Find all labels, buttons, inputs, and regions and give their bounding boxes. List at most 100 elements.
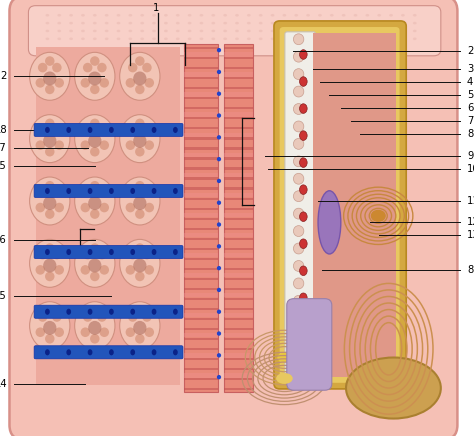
Ellipse shape — [81, 14, 85, 17]
Ellipse shape — [293, 226, 304, 236]
Ellipse shape — [142, 250, 152, 259]
Ellipse shape — [152, 37, 156, 40]
Ellipse shape — [130, 188, 135, 194]
Ellipse shape — [211, 37, 215, 40]
Ellipse shape — [294, 22, 298, 24]
Ellipse shape — [90, 56, 100, 66]
Ellipse shape — [140, 14, 144, 17]
Ellipse shape — [90, 209, 100, 219]
Ellipse shape — [135, 334, 145, 344]
Bar — [184, 213, 218, 217]
Bar — [184, 368, 218, 370]
Ellipse shape — [377, 22, 381, 24]
Ellipse shape — [75, 239, 115, 287]
Bar — [224, 77, 253, 79]
Ellipse shape — [57, 37, 61, 40]
Bar — [184, 57, 218, 59]
Ellipse shape — [217, 157, 221, 161]
Ellipse shape — [300, 77, 307, 86]
Ellipse shape — [88, 259, 101, 272]
Ellipse shape — [45, 272, 55, 281]
Ellipse shape — [293, 68, 304, 79]
Bar — [184, 278, 218, 280]
Ellipse shape — [259, 14, 263, 17]
Ellipse shape — [365, 37, 369, 40]
Ellipse shape — [109, 309, 114, 315]
Ellipse shape — [43, 134, 56, 148]
Ellipse shape — [211, 30, 215, 32]
Ellipse shape — [200, 37, 203, 40]
Ellipse shape — [100, 78, 109, 88]
Ellipse shape — [97, 125, 107, 135]
Text: 8: 8 — [467, 266, 473, 275]
Ellipse shape — [97, 187, 107, 197]
Ellipse shape — [90, 119, 100, 128]
Ellipse shape — [188, 22, 191, 24]
Ellipse shape — [135, 243, 145, 253]
Ellipse shape — [164, 14, 168, 17]
Ellipse shape — [140, 22, 144, 24]
Ellipse shape — [293, 243, 304, 254]
Ellipse shape — [133, 321, 146, 335]
Text: 18: 18 — [0, 125, 7, 135]
Ellipse shape — [88, 321, 101, 335]
Ellipse shape — [217, 244, 221, 249]
Ellipse shape — [119, 52, 160, 100]
Ellipse shape — [142, 125, 152, 135]
Ellipse shape — [130, 349, 135, 355]
Bar — [224, 328, 253, 330]
Ellipse shape — [173, 309, 178, 315]
Bar — [224, 157, 253, 160]
Text: 16: 16 — [0, 235, 7, 245]
Ellipse shape — [45, 85, 55, 94]
Bar — [224, 348, 253, 350]
Ellipse shape — [342, 37, 346, 40]
Ellipse shape — [176, 37, 180, 40]
Ellipse shape — [135, 209, 145, 219]
Ellipse shape — [293, 34, 304, 45]
Ellipse shape — [247, 14, 251, 17]
Ellipse shape — [97, 250, 107, 259]
FancyBboxPatch shape — [285, 32, 316, 378]
Ellipse shape — [377, 14, 381, 17]
Ellipse shape — [293, 104, 304, 114]
FancyBboxPatch shape — [34, 305, 183, 318]
Ellipse shape — [235, 30, 239, 32]
Ellipse shape — [69, 22, 73, 24]
Ellipse shape — [152, 127, 156, 133]
FancyBboxPatch shape — [9, 0, 457, 436]
Ellipse shape — [38, 187, 47, 197]
Ellipse shape — [55, 265, 64, 275]
Ellipse shape — [83, 63, 92, 72]
Bar — [224, 238, 253, 240]
Ellipse shape — [83, 312, 92, 322]
Ellipse shape — [318, 37, 322, 40]
Ellipse shape — [294, 30, 298, 32]
Ellipse shape — [45, 306, 55, 315]
Ellipse shape — [100, 140, 109, 150]
Bar — [184, 348, 218, 350]
Ellipse shape — [211, 14, 215, 17]
Ellipse shape — [152, 349, 156, 355]
Ellipse shape — [293, 261, 304, 271]
Ellipse shape — [88, 309, 92, 315]
FancyBboxPatch shape — [280, 27, 400, 383]
Ellipse shape — [306, 14, 310, 17]
Bar — [224, 87, 253, 89]
Ellipse shape — [140, 30, 144, 32]
FancyBboxPatch shape — [287, 299, 332, 390]
Bar — [224, 52, 253, 57]
Ellipse shape — [36, 78, 45, 88]
Ellipse shape — [90, 147, 100, 157]
Ellipse shape — [377, 30, 381, 32]
Ellipse shape — [318, 22, 322, 24]
Bar — [184, 173, 218, 177]
Bar — [313, 33, 396, 377]
Ellipse shape — [52, 312, 62, 322]
Ellipse shape — [145, 327, 154, 337]
Ellipse shape — [119, 115, 160, 163]
Bar — [184, 44, 218, 392]
Bar — [224, 308, 253, 310]
Ellipse shape — [259, 30, 263, 32]
Ellipse shape — [45, 119, 55, 128]
